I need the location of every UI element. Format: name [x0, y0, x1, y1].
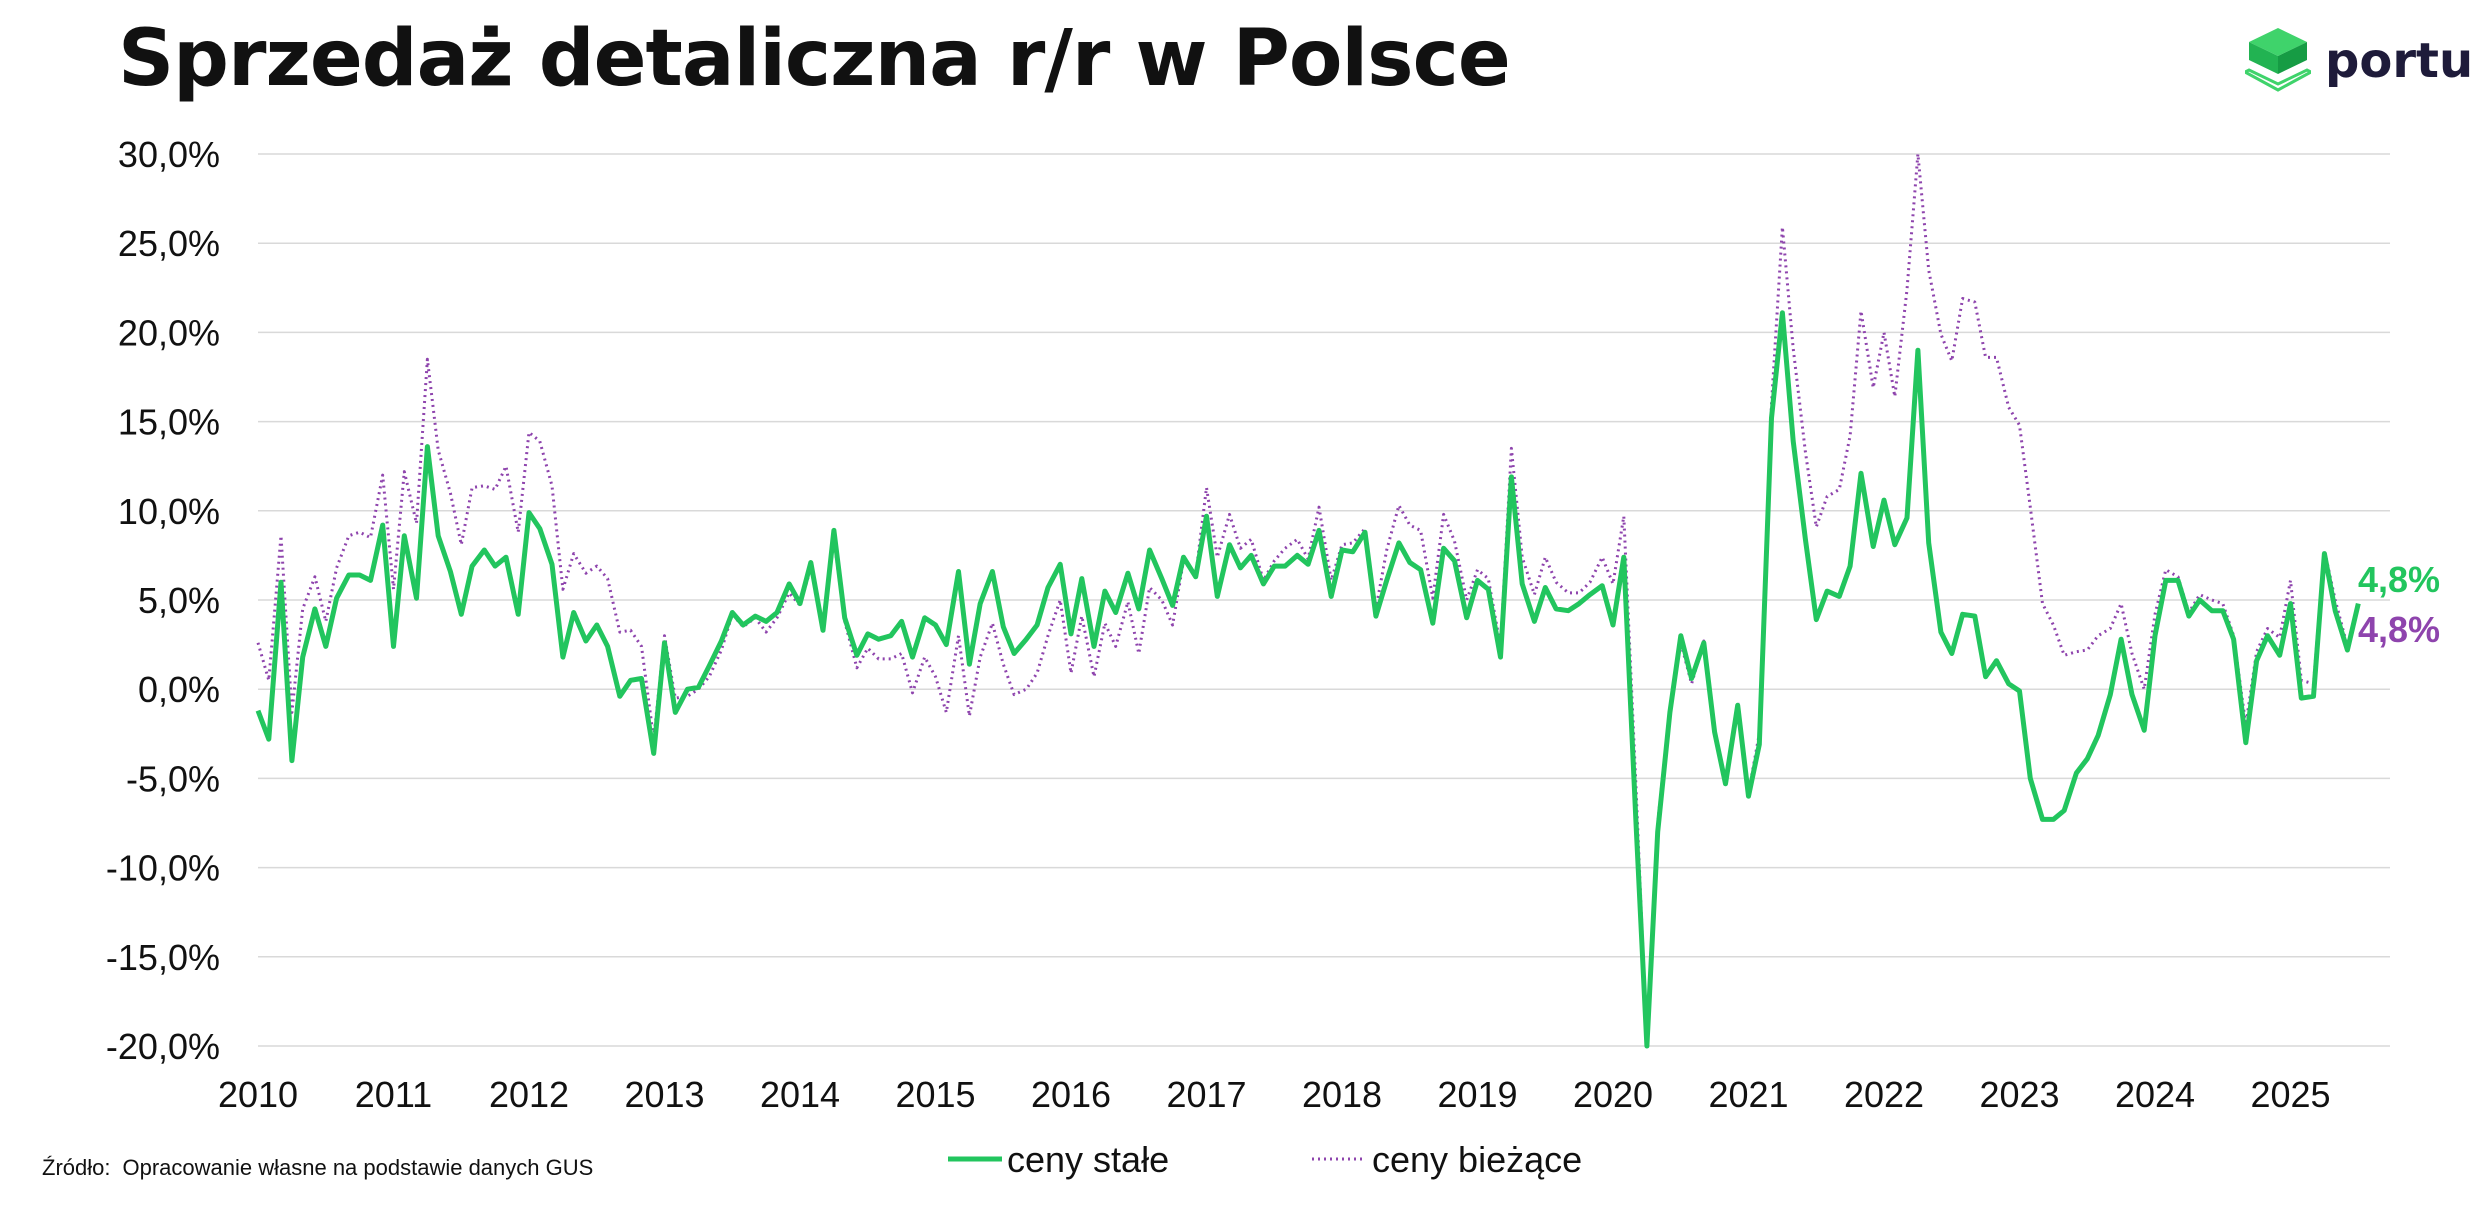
- x-tick-label: 2025: [2250, 1074, 2330, 1115]
- y-tick-label: -15,0%: [106, 937, 220, 978]
- y-tick-label: 20,0%: [118, 312, 220, 353]
- x-axis-tick-labels: 2010 2011 2012 2013 2014 2015 2016 2017 2018 2019…: [218, 1074, 2331, 1115]
- series-line-ceny-stale: [255, 310, 2361, 1049]
- x-tick-label: 2023: [1979, 1074, 2059, 1115]
- y-axis-tick-labels: 30,0% 25,0% 20,0% 15,0% 10,0% 5,0% 0,0% -5,0% -1…: [106, 134, 220, 1067]
- source-note: Źródło: Opracowanie własne na podstawie d…: [42, 1155, 593, 1181]
- y-tick-label: 15,0%: [118, 402, 220, 443]
- x-tick-label: 2014: [760, 1074, 840, 1115]
- y-tick-label: -10,0%: [106, 848, 220, 889]
- legend-label-ceny-biezace: ceny bieżące: [1372, 1139, 1582, 1180]
- source-text: Opracowanie własne na podstawie danych G…: [122, 1155, 594, 1180]
- x-tick-label: 2011: [355, 1074, 432, 1115]
- end-label-ceny-stale: 4,8%: [2358, 559, 2440, 600]
- x-tick-label: 2018: [1302, 1074, 1382, 1115]
- x-tick-label: 2013: [624, 1074, 704, 1115]
- x-tick-label: 2012: [489, 1074, 569, 1115]
- series-lines: [255, 152, 2361, 1049]
- y-tick-label: -20,0%: [106, 1026, 220, 1067]
- x-tick-label: 2022: [1844, 1074, 1924, 1115]
- y-tick-label: 5,0%: [138, 580, 220, 621]
- end-value-labels: 4,8% 4,8%: [2358, 559, 2440, 650]
- grid-lines: [258, 153, 2390, 1047]
- portu-logo: portu: [2245, 24, 2473, 98]
- portu-cube-logo-icon: [2245, 28, 2311, 92]
- y-tick-label: 10,0%: [118, 491, 220, 532]
- x-tick-label: 2010: [218, 1074, 298, 1115]
- legend-label-ceny-stale: ceny stałe: [1007, 1139, 1169, 1180]
- logo-text: portu: [2325, 33, 2474, 89]
- source-label: Źródło:: [42, 1155, 111, 1180]
- y-tick-label: 0,0%: [138, 669, 220, 710]
- x-tick-label: 2019: [1437, 1074, 1517, 1115]
- y-tick-label: 25,0%: [118, 223, 220, 264]
- x-tick-label: 2024: [2115, 1074, 2195, 1115]
- legend: ceny stałe ceny bieżące: [948, 1139, 1582, 1180]
- x-tick-label: 2017: [1166, 1074, 1246, 1115]
- chart-title: Sprzedaż detaliczna r/r w Polsce: [118, 14, 1511, 104]
- x-tick-label: 2015: [895, 1074, 975, 1115]
- x-tick-label: 2021: [1708, 1074, 1788, 1115]
- end-label-ceny-biezace: 4,8%: [2358, 609, 2440, 650]
- x-tick-label: 2016: [1031, 1074, 1111, 1115]
- y-tick-label: -5,0%: [126, 758, 220, 799]
- x-tick-label: 2020: [1573, 1074, 1653, 1115]
- y-tick-label: 30,0%: [118, 134, 220, 175]
